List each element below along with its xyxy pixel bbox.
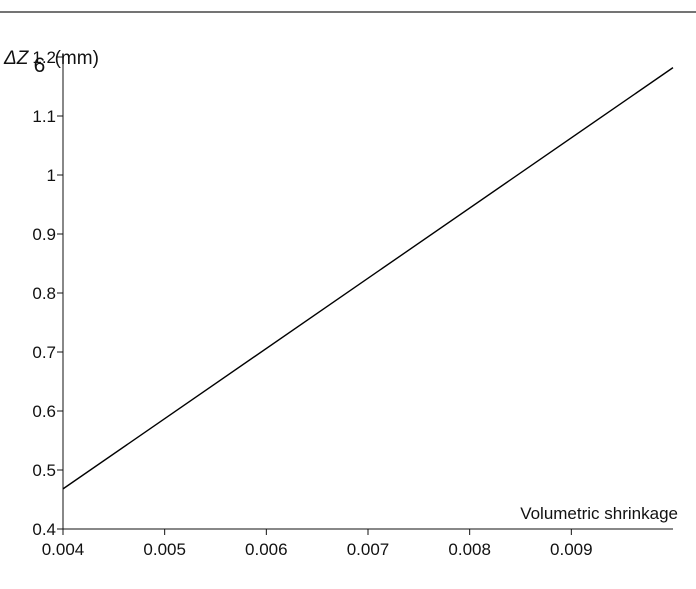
x-tick-label: 0.006: [245, 540, 288, 559]
data-series-group: [62, 67, 674, 490]
y-tick-label: 1: [47, 166, 56, 185]
x-tick-label: 0.009: [550, 540, 593, 559]
y-tick-label: 0.6: [32, 402, 56, 421]
y-axis-title: ΔZ 6 (mm): [3, 48, 99, 77]
y-axis-symbol: ΔZ: [3, 48, 30, 69]
y-axis-subscript: 6: [34, 54, 46, 77]
x-axis-title: Volumetric shrinkage: [520, 504, 678, 523]
x-axis-ticks: 0.004 0.005 0.006 0.007 0.008 0.009: [42, 529, 593, 559]
y-tick-label: 1.2: [32, 48, 56, 67]
y-tick-label: 0.9: [32, 225, 56, 244]
x-tick-label: 0.004: [42, 540, 85, 559]
y-axis-unit: (mm): [55, 48, 99, 69]
data-line: [62, 67, 674, 490]
x-tick-label: 0.008: [448, 540, 491, 559]
y-axis-ticks: 0.4 0.5 0.6 0.7 0.8 0.9 1 1.1 1.2: [32, 48, 63, 539]
y-tick-label: 0.7: [32, 343, 56, 362]
y-tick-label: 0.4: [32, 520, 56, 539]
y-tick-label: 1.1: [32, 107, 56, 126]
x-tick-label: 0.005: [143, 540, 186, 559]
y-tick-label: 0.8: [32, 284, 56, 303]
x-tick-label: 0.007: [347, 540, 390, 559]
y-tick-label: 0.5: [32, 461, 56, 480]
